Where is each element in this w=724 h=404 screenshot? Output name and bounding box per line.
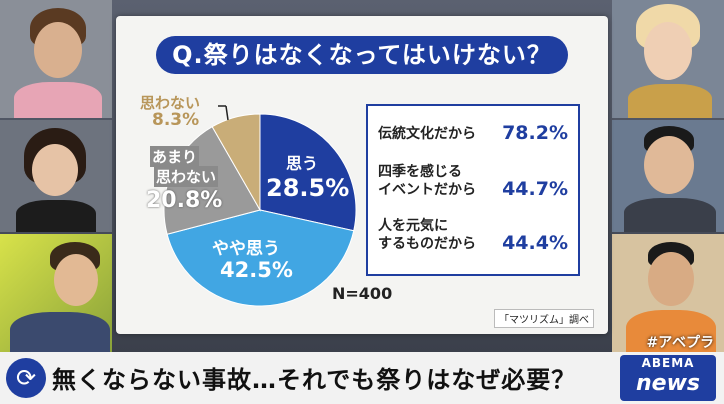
ticker-headline: 無くならない事故…それでも祭りはなぜ必要？ xyxy=(52,366,577,394)
label-amari-value: 20.8% xyxy=(146,188,223,213)
reason-3-value: 44.4% xyxy=(502,232,568,254)
label-omowanai-name: 思わない xyxy=(140,94,201,112)
reason-3-label-line1: 人を元気に xyxy=(378,218,448,234)
abema-news-logo: ABEMA news xyxy=(620,355,716,401)
survey-board: Q.祭りはなくなってはいけない？ 思わない 8.3% あまり 思わない 20.8… xyxy=(116,16,608,334)
pie-slice-1 xyxy=(259,113,357,232)
reasons-box: 伝統文化だから 78.2% 四季を感じる イベントだから 44.7% 人を元気に… xyxy=(366,104,580,276)
label-omowanai-value: 8.3% xyxy=(152,110,200,130)
question-title: Q.祭りはなくなってはいけない？ xyxy=(156,36,568,74)
label-amari-name2: 思わない xyxy=(154,166,219,187)
label-omou-name: 思う xyxy=(286,154,319,173)
sample-size: N=400 xyxy=(332,284,393,303)
panelist-video-mid-left xyxy=(0,120,112,232)
label-yaya-value: 42.5% xyxy=(220,258,293,282)
reason-2-value: 44.7% xyxy=(502,178,568,200)
reason-2-label-line2: イベントだから xyxy=(378,182,476,198)
panelist-video-bottom-right xyxy=(612,234,724,352)
reason-3-label-line2: するものだから xyxy=(378,236,476,252)
pie-slice-4 xyxy=(211,113,261,212)
pie-slice-2 xyxy=(166,209,355,307)
source-credit: 「マツリズム」調べ xyxy=(494,309,594,328)
label-amari-name1: あまり xyxy=(150,146,200,167)
panelist-video-bottom-left xyxy=(0,234,112,352)
reason-1-value: 78.2% xyxy=(502,122,568,144)
hashtag: #アベプラ xyxy=(646,335,714,351)
refresh-icon: ⟳ xyxy=(6,358,46,398)
logo-top: ABEMA xyxy=(641,356,695,370)
label-yaya-name: やや思う xyxy=(212,239,280,259)
reason-2-label-line1: 四季を感じる xyxy=(378,164,462,180)
panelist-video-mid-right xyxy=(612,120,724,232)
panelist-video-top-left xyxy=(0,0,112,118)
leader-line-drop xyxy=(225,105,229,121)
ticker-bar: ⟳ 無くならない事故…それでも祭りはなぜ必要？ ABEMA news xyxy=(0,352,724,404)
panelist-video-top-right xyxy=(612,0,724,118)
reason-1-label: 伝統文化だから xyxy=(378,126,476,142)
logo-bottom: news xyxy=(635,371,700,396)
label-omou-value: 28.5% xyxy=(266,174,350,202)
